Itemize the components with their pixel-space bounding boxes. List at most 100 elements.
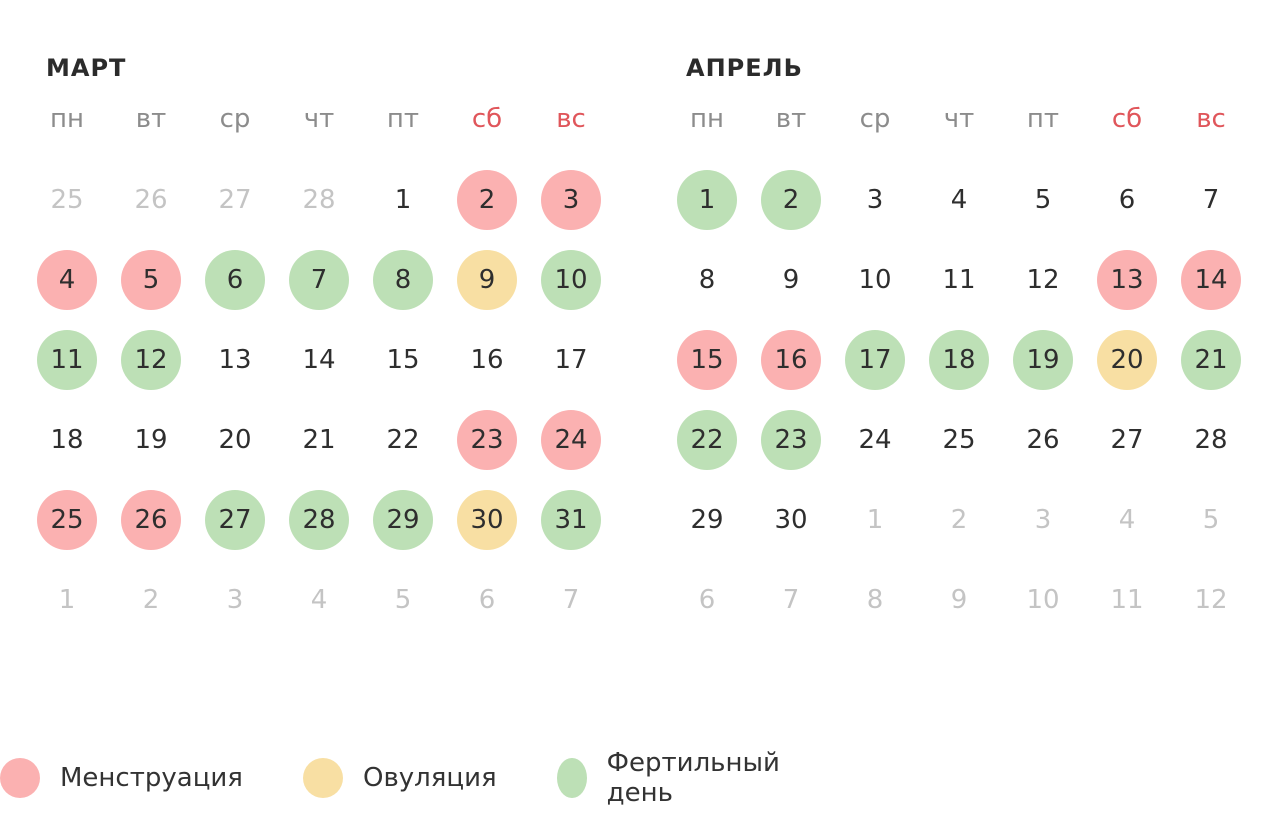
day-cell-other[interactable]: 5 xyxy=(394,585,412,615)
day-cell[interactable]: 1 xyxy=(394,185,412,215)
day-cell-other[interactable]: 2 xyxy=(142,585,160,615)
weekday-header: вт xyxy=(775,104,807,134)
day-cell[interactable]: 10 xyxy=(858,265,892,295)
day-cell-fertile[interactable]: 10 xyxy=(541,250,601,310)
weekday-header: чт xyxy=(943,104,975,134)
day-cell-ovulation[interactable]: 20 xyxy=(1097,330,1157,390)
day-cell-fertile[interactable]: 28 xyxy=(289,490,349,550)
day-cell-fertile[interactable]: 18 xyxy=(929,330,989,390)
day-cell-other[interactable]: 3 xyxy=(226,585,244,615)
weekday-header: ср xyxy=(219,104,251,134)
day-cell-menstruation[interactable]: 25 xyxy=(37,490,97,550)
day-cell-fertile[interactable]: 8 xyxy=(373,250,433,310)
day-cell-other[interactable]: 7 xyxy=(782,585,800,615)
legend-label: Фертильный день xyxy=(606,748,780,808)
day-cell-menstruation[interactable]: 14 xyxy=(1181,250,1241,310)
day-cell-other[interactable]: 10 xyxy=(1026,585,1060,615)
day-cell[interactable]: 28 xyxy=(1194,425,1228,455)
day-cell-other[interactable]: 9 xyxy=(950,585,968,615)
day-cell-menstruation[interactable]: 24 xyxy=(541,410,601,470)
day-cell[interactable]: 18 xyxy=(50,425,84,455)
ovulation-dot-icon xyxy=(303,758,343,798)
day-cell-other[interactable]: 27 xyxy=(218,185,252,215)
day-cell[interactable]: 29 xyxy=(690,505,724,535)
day-cell[interactable]: 19 xyxy=(134,425,168,455)
day-cell[interactable]: 20 xyxy=(218,425,252,455)
day-cell[interactable]: 24 xyxy=(858,425,892,455)
day-cell[interactable]: 9 xyxy=(782,265,800,295)
day-cell-other[interactable]: 1 xyxy=(866,505,884,535)
weekday-header: пн xyxy=(50,104,84,134)
day-cell-fertile[interactable]: 2 xyxy=(761,170,821,230)
day-cell-other[interactable]: 25 xyxy=(50,185,84,215)
day-cell-other[interactable]: 3 xyxy=(1034,505,1052,535)
day-cell-menstruation[interactable]: 5 xyxy=(121,250,181,310)
day-cell-other[interactable]: 7 xyxy=(562,585,580,615)
day-cell[interactable]: 12 xyxy=(1026,265,1060,295)
day-cell[interactable]: 26 xyxy=(1026,425,1060,455)
day-cell-other[interactable]: 12 xyxy=(1194,585,1228,615)
day-cell[interactable]: 3 xyxy=(866,185,884,215)
weekday-header: вт xyxy=(135,104,167,134)
day-cell[interactable]: 8 xyxy=(698,265,716,295)
day-cell[interactable]: 6 xyxy=(1118,185,1136,215)
day-cell-menstruation[interactable]: 23 xyxy=(457,410,517,470)
day-cell[interactable]: 16 xyxy=(470,345,504,375)
day-cell[interactable]: 25 xyxy=(942,425,976,455)
day-cell[interactable]: 7 xyxy=(1202,185,1220,215)
legend-item-ovulation: Овуляция xyxy=(303,756,497,800)
day-cell-other[interactable]: 2 xyxy=(950,505,968,535)
day-cell[interactable]: 21 xyxy=(302,425,336,455)
day-cell-fertile[interactable]: 21 xyxy=(1181,330,1241,390)
day-cell-fertile[interactable]: 7 xyxy=(289,250,349,310)
day-cell-menstruation[interactable]: 2 xyxy=(457,170,517,230)
day-cell-fertile[interactable]: 1 xyxy=(677,170,737,230)
day-cell-fertile[interactable]: 23 xyxy=(761,410,821,470)
day-cell-menstruation[interactable]: 4 xyxy=(37,250,97,310)
day-cell-other[interactable]: 1 xyxy=(58,585,76,615)
day-cell-menstruation[interactable]: 16 xyxy=(761,330,821,390)
day-cell[interactable]: 27 xyxy=(1110,425,1144,455)
month-march: МАРТ пн вт ср чт пт сб вс 25 26 27 28 1 2 3 4 5 6 7 8 9 10 11 1… xyxy=(0,0,640,700)
day-cell-other[interactable]: 28 xyxy=(302,185,336,215)
day-cell-other[interactable]: 8 xyxy=(866,585,884,615)
day-cell-other[interactable]: 4 xyxy=(310,585,328,615)
weekday-header: пт xyxy=(1026,104,1060,134)
day-cell-fertile[interactable]: 6 xyxy=(205,250,265,310)
day-cell-other[interactable]: 26 xyxy=(134,185,168,215)
day-cell-fertile[interactable]: 29 xyxy=(373,490,433,550)
day-cell-fertile[interactable]: 17 xyxy=(845,330,905,390)
day-cell-menstruation[interactable]: 13 xyxy=(1097,250,1157,310)
weekday-header: чт xyxy=(303,104,335,134)
day-cell-ovulation[interactable]: 30 xyxy=(457,490,517,550)
day-cell-fertile[interactable]: 27 xyxy=(205,490,265,550)
day-cell[interactable]: 13 xyxy=(218,345,252,375)
day-cell-fertile[interactable]: 19 xyxy=(1013,330,1073,390)
day-cell-fertile[interactable]: 31 xyxy=(541,490,601,550)
weekday-header: вс xyxy=(556,104,586,134)
day-cell[interactable]: 4 xyxy=(950,185,968,215)
day-cell-other[interactable]: 6 xyxy=(698,585,716,615)
day-cell-fertile[interactable]: 11 xyxy=(37,330,97,390)
day-cell[interactable]: 30 xyxy=(774,505,808,535)
day-cell-menstruation[interactable]: 15 xyxy=(677,330,737,390)
day-cell-other[interactable]: 6 xyxy=(478,585,496,615)
day-cell-other[interactable]: 5 xyxy=(1202,505,1220,535)
weekday-header: вс xyxy=(1196,104,1226,134)
day-cell-fertile[interactable]: 12 xyxy=(121,330,181,390)
day-cell-menstruation[interactable]: 26 xyxy=(121,490,181,550)
day-cell[interactable]: 17 xyxy=(554,345,588,375)
day-cell-ovulation[interactable]: 9 xyxy=(457,250,517,310)
legend-item-fertile: Фертильный день xyxy=(557,748,790,808)
day-cell[interactable]: 14 xyxy=(302,345,336,375)
day-cell[interactable]: 22 xyxy=(386,425,420,455)
day-cell-menstruation[interactable]: 3 xyxy=(541,170,601,230)
day-cell[interactable]: 11 xyxy=(942,265,976,295)
day-cell-other[interactable]: 11 xyxy=(1110,585,1144,615)
day-cell-other[interactable]: 4 xyxy=(1118,505,1136,535)
day-cell-fertile[interactable]: 22 xyxy=(677,410,737,470)
day-cell[interactable]: 15 xyxy=(386,345,420,375)
day-cell[interactable]: 5 xyxy=(1034,185,1052,215)
weekday-header: ср xyxy=(859,104,891,134)
month-april: АПРЕЛЬ пн вт ср чт пт сб вс 1 2 3 4 5 6 7 8 9 10 11 12 13 14 1… xyxy=(0,0,1241,700)
